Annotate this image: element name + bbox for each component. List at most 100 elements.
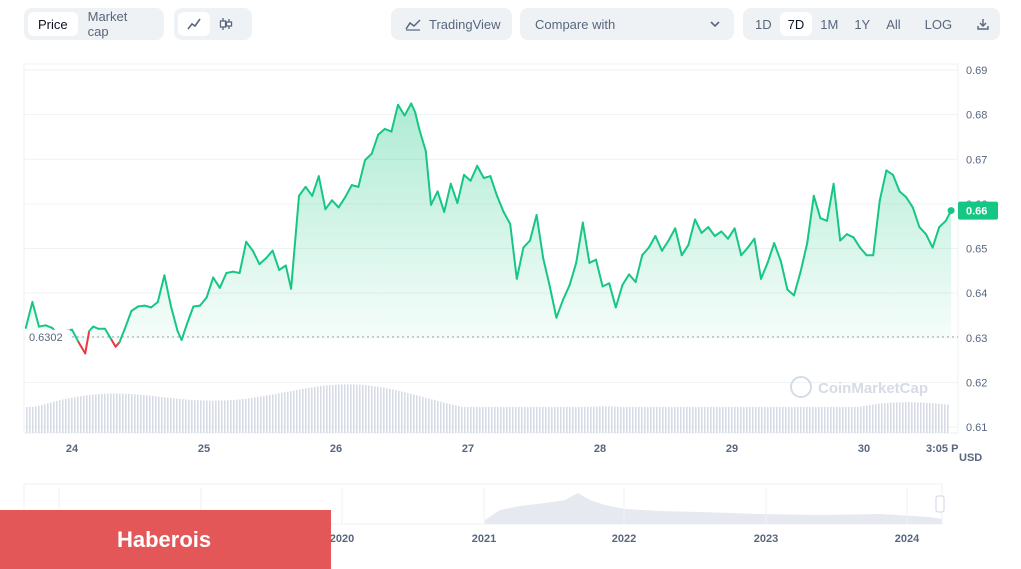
price-line-segment — [799, 242, 809, 273]
volume-bar — [914, 402, 916, 433]
range-1d-button[interactable]: 1D — [755, 16, 772, 32]
price-tab[interactable]: Price — [28, 12, 78, 36]
tradingview-button[interactable]: TradingView — [391, 8, 512, 40]
volume-bar — [551, 407, 553, 433]
price-line-segment — [542, 257, 551, 288]
price-line-segment — [205, 276, 215, 299]
x-tick-label: 26 — [330, 443, 342, 455]
volume-bar — [788, 407, 790, 433]
download-button[interactable] — [968, 12, 998, 36]
price-line-segment — [812, 194, 822, 220]
volume-bar — [764, 407, 766, 433]
volume-bar — [170, 397, 172, 433]
navigator[interactable]: 2018201920202021202220232024 — [23, 483, 945, 545]
volume-bar — [524, 407, 526, 433]
volume-bar — [179, 398, 181, 433]
price-line-segment — [555, 298, 564, 319]
volume-bar — [440, 401, 442, 433]
volume-bar — [62, 399, 64, 433]
range-all-button[interactable]: All — [886, 16, 901, 32]
volume-bar — [560, 407, 562, 433]
volume-bar — [317, 386, 319, 433]
range-1y-button[interactable]: 1Y — [854, 16, 871, 32]
volume-bar — [239, 399, 241, 433]
price-line-segment — [456, 173, 465, 204]
volume-bar — [533, 407, 535, 433]
price-line-segment — [251, 249, 261, 266]
volume-bar — [443, 402, 445, 433]
volume-bar — [398, 390, 400, 433]
volume-bar — [137, 394, 139, 433]
volume-bar — [173, 398, 175, 433]
volume-bar — [749, 407, 751, 433]
volume-bar — [776, 407, 778, 433]
volume-bar — [851, 407, 853, 433]
volume-bar — [842, 407, 844, 433]
price-line-segment — [575, 221, 584, 264]
price-line-segment — [595, 258, 604, 288]
navigator-handle[interactable] — [935, 495, 945, 513]
price-line-segment — [84, 330, 91, 355]
volume-bar — [740, 407, 742, 433]
volume-bar — [416, 395, 418, 433]
watermark: CoinMarketCap — [790, 376, 928, 398]
price-line-segment — [905, 196, 914, 209]
y-tick-label: 0.63 — [966, 333, 987, 345]
volume-bar — [761, 407, 763, 433]
log-scale-button[interactable]: LOG — [924, 16, 953, 32]
volume-bar — [80, 396, 82, 433]
volume-bar — [383, 387, 385, 433]
volume-bar — [101, 393, 103, 433]
volume-bar — [536, 407, 538, 433]
x-tick-label: 30 — [858, 443, 870, 455]
volume-bar — [668, 407, 670, 433]
volume-bar — [473, 407, 475, 433]
volume-bar — [641, 407, 643, 433]
price-line-segment — [667, 227, 677, 242]
volume-bar — [617, 406, 619, 433]
line-chart-button[interactable] — [178, 12, 210, 36]
compare-with-select[interactable]: Compare with — [520, 8, 734, 40]
price-line-segment — [839, 233, 848, 242]
volume-bar — [521, 407, 523, 433]
price-line-segment — [786, 288, 795, 297]
volume-bar — [308, 387, 310, 433]
range-7d-button[interactable]: 7D — [779, 12, 813, 36]
banner-text: Haberois — [117, 526, 212, 552]
volume-bar — [515, 407, 517, 433]
volume-bar — [92, 394, 94, 433]
volume-bar — [482, 407, 484, 433]
price-line-segment — [271, 249, 281, 271]
candlestick-button[interactable] — [210, 12, 242, 36]
price-line-segment — [621, 273, 630, 287]
price-line-segment — [324, 199, 333, 211]
y-tick-label: 0.69 — [966, 65, 987, 77]
tradingview-icon — [405, 19, 421, 31]
volume-bar — [917, 402, 919, 433]
volume-bar — [692, 407, 694, 433]
price-line-segment — [218, 272, 228, 289]
price-line-segment — [898, 190, 908, 199]
marketcap-tab[interactable]: Market cap — [87, 9, 128, 39]
volume-bar — [893, 402, 895, 433]
volume-bar — [152, 395, 154, 433]
range-1m-button[interactable]: 1M — [820, 16, 839, 32]
price-line-segment — [469, 164, 479, 182]
price-line-segment — [436, 190, 446, 213]
price-line-segment — [489, 175, 498, 197]
price-line-segment — [31, 301, 40, 328]
volume-bar — [53, 401, 55, 433]
volume-bar — [395, 390, 397, 433]
x-tick-label: 29 — [726, 443, 738, 455]
price-line-segment — [766, 242, 776, 264]
volume-bar — [113, 393, 115, 433]
volume-bar — [599, 406, 601, 433]
volume-bar — [827, 407, 829, 433]
volume-bar — [671, 407, 673, 433]
volume-bar — [26, 407, 28, 433]
volume-bar — [767, 407, 769, 433]
price-line-segment — [727, 227, 736, 240]
volume-bar — [386, 388, 388, 433]
price-line-segment — [463, 173, 472, 182]
